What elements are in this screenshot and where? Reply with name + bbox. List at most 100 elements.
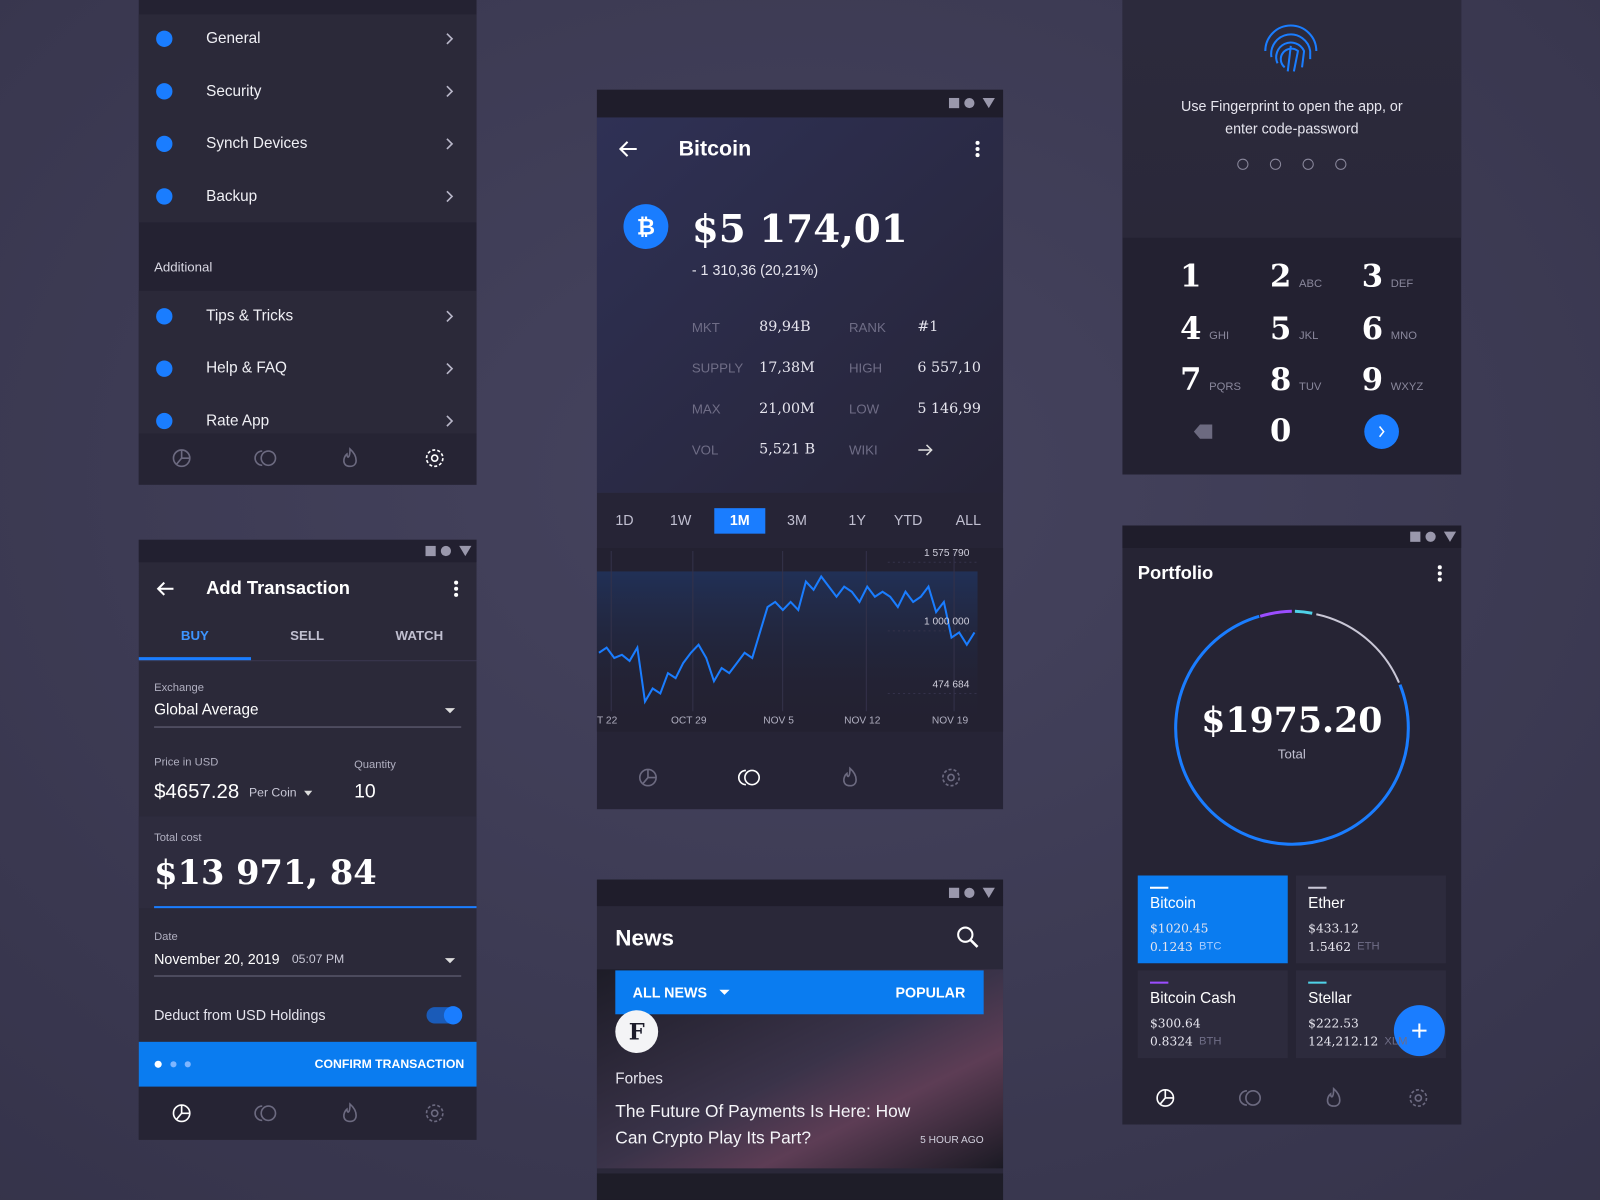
nav-portfolio[interactable] (1159, 1089, 1174, 1105)
enter-key[interactable] (1364, 414, 1399, 449)
key-digit[interactable]: 9 (1361, 362, 1384, 398)
nav-coins[interactable] (254, 450, 263, 467)
nav-portfolio[interactable] (175, 449, 190, 465)
menu-icon[interactable] (454, 580, 459, 585)
price-value[interactable]: $4657.28 (154, 780, 240, 804)
key-digit[interactable]: 1 (1180, 259, 1202, 295)
chevron[interactable] (446, 85, 454, 98)
settings-row[interactable] (139, 291, 477, 342)
dropdown-arrow[interactable] (444, 958, 456, 964)
dropdown-arrow[interactable] (444, 708, 456, 714)
settings-row[interactable] (139, 118, 477, 169)
settings-row[interactable] (139, 13, 477, 64)
nav-portfolio[interactable] (642, 769, 657, 785)
chevron[interactable] (446, 415, 454, 427)
menu-icon[interactable] (1437, 565, 1442, 570)
nav-coins[interactable] (254, 1105, 263, 1122)
nav-settings[interactable] (1409, 1088, 1428, 1107)
asset-card[interactable] (1137, 875, 1288, 964)
nav-trending[interactable] (343, 447, 357, 468)
setting-label[interactable]: General (206, 29, 261, 47)
back-arrow[interactable] (618, 141, 629, 157)
range-button[interactable]: YTD (893, 511, 923, 529)
setting-label[interactable]: Tips & Tricks (206, 307, 294, 325)
chevron[interactable] (446, 190, 454, 203)
range-button[interactable]: 3M (787, 511, 807, 529)
nav-trending[interactable] (843, 766, 857, 787)
nav-coins[interactable] (1245, 1089, 1262, 1106)
time-value[interactable]: 05:07 PM (291, 951, 345, 967)
search-icon[interactable] (969, 938, 979, 948)
search-icon[interactable] (957, 926, 974, 943)
news-headline[interactable]: Can Crypto Play Its Part? (615, 1128, 812, 1148)
key-digit[interactable]: 7 (1180, 362, 1202, 398)
nav-settings[interactable] (942, 768, 960, 787)
setting-label[interactable]: Backup (206, 187, 258, 205)
nav-trending[interactable] (343, 1102, 357, 1123)
confirm-button[interactable]: CONFIRM TRANSACTION (314, 1056, 465, 1072)
settings-row[interactable] (139, 171, 477, 222)
range-button[interactable]: 1W (669, 511, 692, 529)
dropdown-arrow[interactable] (719, 989, 730, 995)
range-button[interactable]: 1Y (848, 511, 866, 529)
field-value[interactable]: Global Average (154, 701, 259, 719)
date-value[interactable]: November 20, 2019 (154, 950, 280, 967)
price-unit[interactable]: Per Coin (248, 785, 297, 800)
menu-icon[interactable] (975, 153, 980, 158)
menu-icon[interactable] (975, 140, 980, 145)
tab[interactable]: WATCH (395, 627, 444, 644)
settings-row[interactable] (139, 343, 477, 394)
range-button[interactable]: ALL (955, 511, 982, 529)
key-digit[interactable]: 3 (1361, 259, 1384, 295)
nav-coins[interactable] (260, 450, 277, 467)
nav-settings[interactable] (1414, 1094, 1423, 1102)
setting-label[interactable]: Help & FAQ (206, 359, 287, 377)
menu-icon[interactable] (975, 146, 980, 152)
range-button[interactable]: 1D (615, 511, 634, 529)
nav-settings[interactable] (430, 1109, 439, 1118)
news-headline[interactable]: The Future Of Payments Is Here: How (615, 1101, 911, 1122)
nav-coins[interactable] (744, 769, 760, 786)
key-digit[interactable]: 2 (1269, 259, 1292, 295)
settings-row[interactable] (139, 66, 477, 117)
nav-coins[interactable] (260, 1105, 277, 1122)
key-digit[interactable]: 5 (1269, 311, 1292, 347)
enter-key[interactable] (1378, 426, 1385, 438)
filter-button[interactable]: POPULAR (895, 984, 966, 1001)
dropdown-arrow[interactable] (304, 790, 313, 796)
quantity-value[interactable]: 10 (354, 781, 376, 803)
menu-icon[interactable] (454, 586, 459, 591)
nav-settings[interactable] (430, 454, 439, 463)
key-digit[interactable]: 4 (1180, 311, 1202, 347)
menu-icon[interactable] (1437, 571, 1442, 576)
backspace-key[interactable] (1193, 424, 1213, 439)
back-arrow[interactable] (156, 581, 166, 596)
tab[interactable]: BUY (180, 627, 209, 644)
nav-coins[interactable] (1239, 1089, 1248, 1106)
setting-label[interactable]: Security (206, 82, 262, 100)
filter-button[interactable]: ALL NEWS (632, 984, 707, 1001)
asset-card[interactable] (1137, 970, 1288, 1059)
key-digit[interactable]: 6 (1361, 311, 1384, 347)
range-button[interactable]: 1M (729, 511, 750, 529)
tab[interactable]: SELL (290, 627, 325, 644)
chevron[interactable] (446, 33, 454, 45)
chevron[interactable] (446, 138, 454, 150)
nav-settings[interactable] (425, 1104, 444, 1123)
add-button[interactable] (1412, 1023, 1427, 1038)
nav-portfolio[interactable] (175, 1105, 190, 1120)
setting-label[interactable]: Synch Devices (206, 134, 308, 153)
news-card[interactable] (596, 1173, 1004, 1200)
key-digit[interactable]: 0 (1269, 413, 1292, 449)
asset-card[interactable] (1295, 875, 1446, 964)
range-active[interactable] (714, 508, 766, 534)
setting-label[interactable]: Rate App (206, 411, 270, 430)
key-digit[interactable]: 8 (1269, 362, 1292, 398)
nav-settings[interactable] (947, 773, 955, 782)
nav-coins[interactable] (738, 769, 747, 786)
chevron[interactable] (446, 362, 454, 375)
chevron[interactable] (446, 310, 454, 323)
menu-icon[interactable] (454, 592, 459, 597)
settings-row[interactable] (139, 396, 477, 447)
nav-trending[interactable] (1326, 1086, 1341, 1107)
